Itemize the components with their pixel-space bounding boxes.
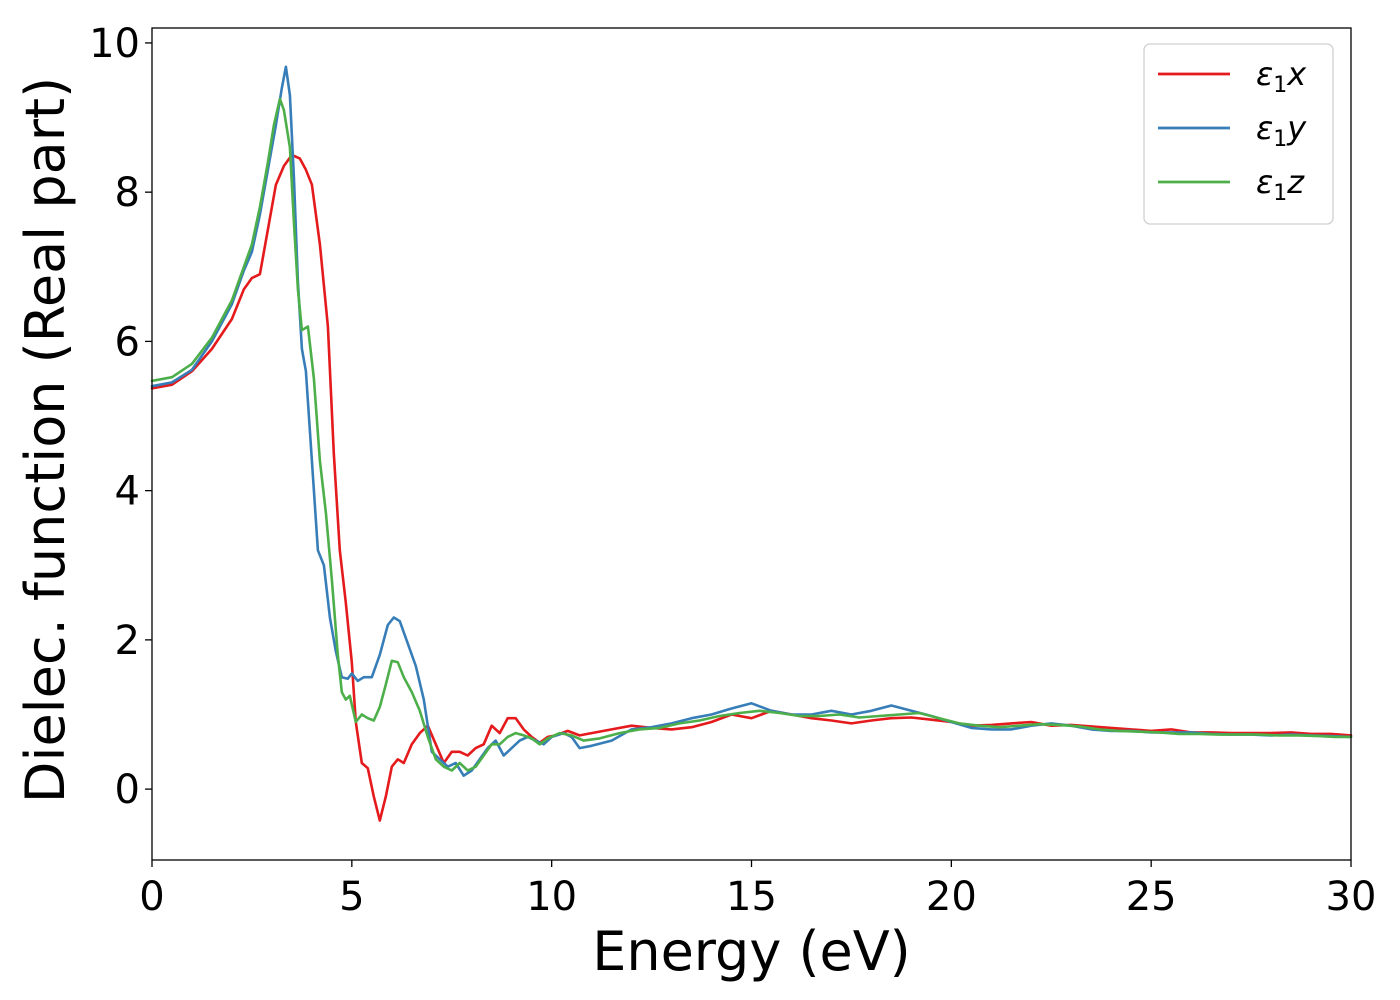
y-axis: 0 2 4 6 8 10 — [89, 21, 152, 813]
y-tick-label: 8 — [115, 170, 140, 216]
x-tick-label: 15 — [726, 874, 777, 920]
x-axis: 0 5 10 15 20 25 30 — [139, 860, 1376, 920]
series-line-3 — [150, 97, 1353, 772]
legend-label: ε1x — [1256, 55, 1307, 98]
x-axis-title: Energy (eV) — [592, 920, 911, 983]
legend-label: ε1z — [1256, 163, 1305, 206]
y-tick-label: 6 — [115, 319, 140, 365]
legend-label: ε1y — [1256, 109, 1307, 152]
x-tick-label: 25 — [1126, 874, 1177, 920]
legend: ε1x ε1y ε1z — [1143, 43, 1334, 225]
series-layer — [150, 65, 1353, 822]
x-tick-label: 10 — [526, 874, 577, 920]
x-tick-label: 30 — [1326, 874, 1377, 920]
legend-frame — [1143, 43, 1334, 225]
y-tick-label: 4 — [115, 469, 140, 515]
x-tick-label: 5 — [339, 874, 364, 920]
x-tick-label: 0 — [139, 874, 164, 920]
y-tick-label: 2 — [115, 618, 140, 664]
y-tick-label: 10 — [89, 21, 140, 67]
y-tick-label: 0 — [115, 767, 140, 813]
x-tick-label: 20 — [926, 874, 977, 920]
y-axis-title: Dielec. function (Real part) — [14, 77, 77, 803]
